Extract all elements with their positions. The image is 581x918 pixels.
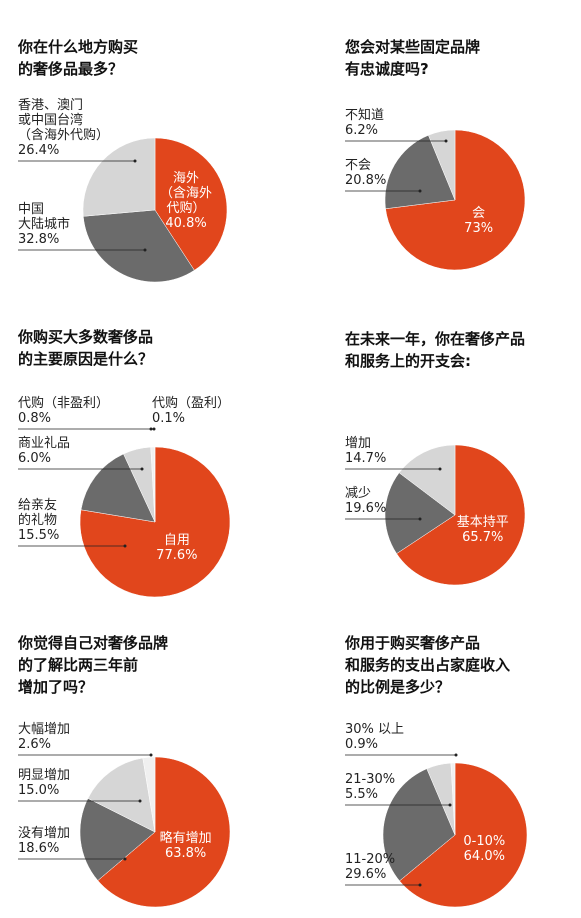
leader-dot xyxy=(418,189,422,193)
slice-value: 77.6% xyxy=(156,547,198,563)
pie-slice xyxy=(399,762,528,908)
slice-label: 不知道 xyxy=(345,108,385,123)
slice-value: 73% xyxy=(464,220,494,236)
leader-dot xyxy=(140,467,144,471)
pie-slice xyxy=(82,137,156,217)
slice-label: 略有增加 xyxy=(159,831,212,847)
slice-value: 14.7% xyxy=(345,451,387,466)
slice-label: 基本持平 xyxy=(456,514,509,530)
slice-value: 15.5% xyxy=(18,528,60,543)
pie-slice xyxy=(385,129,526,271)
pie-slice xyxy=(97,756,231,908)
slice-label: 会 xyxy=(472,205,486,221)
chart-title: 在未来一年，你在奢侈产品 和服务上的开支会: xyxy=(345,330,526,370)
slice-value: 0.9% xyxy=(345,737,379,752)
leader-dot xyxy=(149,427,153,431)
leader-dot xyxy=(123,544,127,548)
chart-title: 你购买大多数奢侈品 的主要原因是什么？ xyxy=(18,328,154,368)
chart-title: 你觉得自己对奢侈品牌 的了解比两三年前 增加了吗？ xyxy=(18,634,169,696)
pie-slice xyxy=(398,444,456,516)
pie-slice xyxy=(396,444,526,586)
slice-value: 0.8% xyxy=(18,411,52,426)
slice-label: 海外 （含海外 代购） xyxy=(160,170,213,216)
slice-value: 6.2% xyxy=(345,123,379,138)
pie-slice xyxy=(428,129,456,201)
slice-value: 6.0% xyxy=(18,451,52,466)
pie-slice xyxy=(79,446,231,598)
slice-label: 30% 以上 xyxy=(345,722,405,737)
leader-dot xyxy=(438,467,442,471)
pie-slice xyxy=(142,756,156,833)
slice-label: 0-10% xyxy=(463,833,506,849)
leader-dot xyxy=(418,883,422,887)
slice-value: 26.4% xyxy=(18,143,60,158)
pie-slice xyxy=(384,134,456,210)
pie-slice xyxy=(83,209,195,283)
slice-value: 40.8% xyxy=(165,215,207,231)
leader-dot xyxy=(454,753,458,757)
slice-value: 64.0% xyxy=(463,848,505,864)
slice-label: 减少 xyxy=(345,486,372,501)
pie-slice xyxy=(79,798,156,881)
slice-label: 商业礼品 xyxy=(18,436,71,451)
chart-title: 你在什么地方购买 的奢侈品最多？ xyxy=(18,38,139,78)
slice-label: 21-30% xyxy=(345,772,396,787)
slice-value: 63.8% xyxy=(164,846,207,862)
slice-label: 增加 xyxy=(345,436,372,451)
leader-dot xyxy=(143,248,147,252)
leader-dot xyxy=(444,139,448,143)
slice-value: 2.6% xyxy=(18,737,52,752)
pie-slice xyxy=(80,453,156,523)
pie-slice xyxy=(384,472,456,554)
slice-label: 代购（非盈利） xyxy=(18,396,110,411)
slice-value: 0.1% xyxy=(152,411,186,426)
pie-slice xyxy=(87,757,156,833)
slice-value: 5.5% xyxy=(345,787,379,802)
leader-dot xyxy=(152,427,156,431)
chart-title: 您会对某些固定品牌 有忠诚度吗? xyxy=(345,38,481,78)
slice-label: 代购（盈利） xyxy=(152,396,231,411)
leader-dot xyxy=(138,799,142,803)
slice-label: 大幅增加 xyxy=(18,722,71,737)
slice-label: 没有增加 xyxy=(18,826,71,841)
slice-label: 给亲友 的礼物 xyxy=(18,498,58,528)
slice-value: 29.6% xyxy=(345,867,387,882)
slice-label: 不会 xyxy=(345,158,372,173)
leader-dot xyxy=(133,159,137,163)
pie-slice xyxy=(382,768,456,882)
slice-label: 香港、澳门 或中国台湾 （含海外代购） xyxy=(18,98,110,143)
slice-label: 自用 xyxy=(163,532,190,548)
leader-dot xyxy=(448,803,452,807)
leader-dot xyxy=(149,753,153,757)
slice-value: 18.6% xyxy=(18,841,60,856)
slice-value: 19.6% xyxy=(345,501,387,516)
slice-value: 20.8% xyxy=(345,173,387,188)
slice-value: 15.0% xyxy=(18,783,60,798)
leader-dot xyxy=(418,517,422,521)
slice-label: 中国 大陆城市 xyxy=(18,202,71,232)
slice-label: 明显增加 xyxy=(18,768,71,783)
slice-value: 32.8% xyxy=(18,232,60,247)
leader-dot xyxy=(123,857,127,861)
slice-value: 65.7% xyxy=(462,529,504,545)
chart-title: 你用于购买奢侈产品 和服务的支出占家庭收入 的比例是多少？ xyxy=(345,634,511,696)
slice-label: 11-20% xyxy=(345,852,396,867)
pie-slice xyxy=(450,762,456,836)
